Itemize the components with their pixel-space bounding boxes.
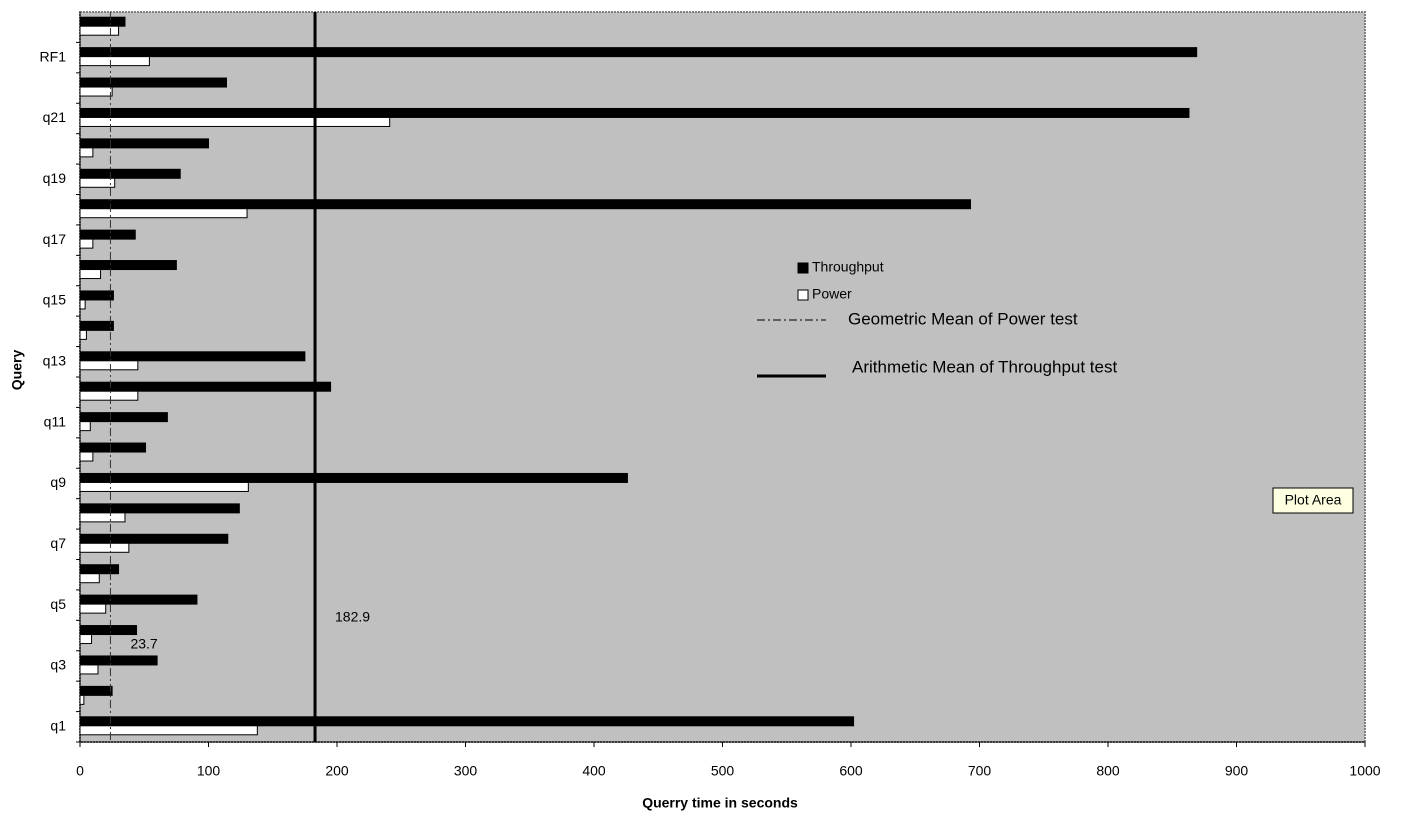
bar — [79, 594, 198, 605]
bar — [79, 77, 227, 88]
y-tick-label: q15 — [43, 292, 67, 308]
x-tick-label: 500 — [711, 763, 735, 779]
x-axis-title: Querry time in seconds — [642, 795, 798, 811]
bar — [79, 472, 628, 483]
bar — [79, 269, 102, 280]
bar — [79, 481, 249, 492]
y-tick-label: q21 — [43, 109, 67, 125]
legend-swatch — [797, 289, 809, 301]
y-tick-label: q1 — [50, 717, 66, 733]
y-tick-label: q5 — [50, 596, 66, 612]
y-tick-label: q17 — [43, 231, 67, 247]
bar — [79, 107, 1190, 118]
y-tick-label: q13 — [43, 352, 67, 368]
y-tick-label: q9 — [50, 474, 66, 490]
x-tick-label: 400 — [582, 763, 606, 779]
bar — [79, 138, 209, 149]
bar — [79, 634, 93, 645]
bar — [79, 147, 94, 158]
bar — [79, 238, 94, 249]
bar — [79, 199, 972, 210]
x-tick-label: 300 — [454, 763, 478, 779]
bar — [79, 685, 113, 696]
y-axis-title: Query — [9, 350, 25, 391]
bar — [79, 564, 120, 575]
reference-label: 182.9 — [335, 609, 370, 625]
bar — [79, 16, 126, 27]
bar — [79, 694, 85, 705]
bar — [79, 381, 332, 392]
x-tick-label: 0 — [76, 763, 84, 779]
x-tick-label: 900 — [1225, 763, 1249, 779]
legend-swatch — [797, 262, 809, 274]
bar — [79, 177, 116, 188]
bar — [79, 716, 855, 727]
reference-label: 23.7 — [130, 636, 157, 652]
bar — [79, 351, 306, 362]
legend-label: Geometric Mean of Power test — [848, 309, 1078, 328]
bar — [79, 542, 130, 553]
y-tick-label: q19 — [43, 170, 67, 186]
x-tick-label: 600 — [839, 763, 863, 779]
bar — [79, 86, 113, 97]
bar — [79, 47, 1198, 58]
bar — [79, 725, 258, 736]
bar — [79, 25, 120, 36]
bar — [79, 625, 138, 636]
bar — [79, 320, 114, 331]
legend-label: Power — [812, 286, 852, 302]
x-tick-label: 200 — [325, 763, 349, 779]
x-tick-label: 700 — [968, 763, 992, 779]
bar — [79, 208, 248, 219]
bar — [79, 412, 168, 423]
bar — [79, 603, 107, 614]
bar — [79, 329, 87, 340]
bar — [79, 168, 181, 179]
plot-area[interactable] — [79, 11, 1366, 743]
bar — [79, 421, 91, 432]
x-tick-label: 800 — [1096, 763, 1120, 779]
bar — [79, 260, 177, 271]
tooltip-text: Plot Area — [1285, 492, 1342, 508]
bar — [79, 451, 94, 462]
bar — [79, 655, 158, 666]
y-tick-label: q3 — [50, 657, 66, 673]
bar — [79, 442, 147, 453]
bar — [79, 290, 114, 301]
bar — [79, 229, 136, 240]
bar — [79, 390, 139, 401]
bar — [79, 116, 391, 127]
x-tick-label: 100 — [197, 763, 221, 779]
legend-label: Throughput — [812, 259, 884, 275]
x-tick-label: 1000 — [1349, 763, 1380, 779]
y-tick-label: RF1 — [40, 48, 67, 64]
bar — [79, 360, 139, 371]
bar — [79, 512, 126, 523]
bar — [79, 299, 86, 310]
y-tick-label: q11 — [44, 413, 67, 429]
bar — [79, 664, 99, 675]
tooltip-box — [1272, 487, 1354, 514]
bar — [79, 573, 100, 584]
y-tick-label: q7 — [50, 535, 66, 551]
bar — [79, 533, 229, 544]
bar — [79, 503, 240, 514]
legend-label: Arithmetic Mean of Throughput test — [852, 357, 1117, 376]
bar — [79, 56, 150, 67]
